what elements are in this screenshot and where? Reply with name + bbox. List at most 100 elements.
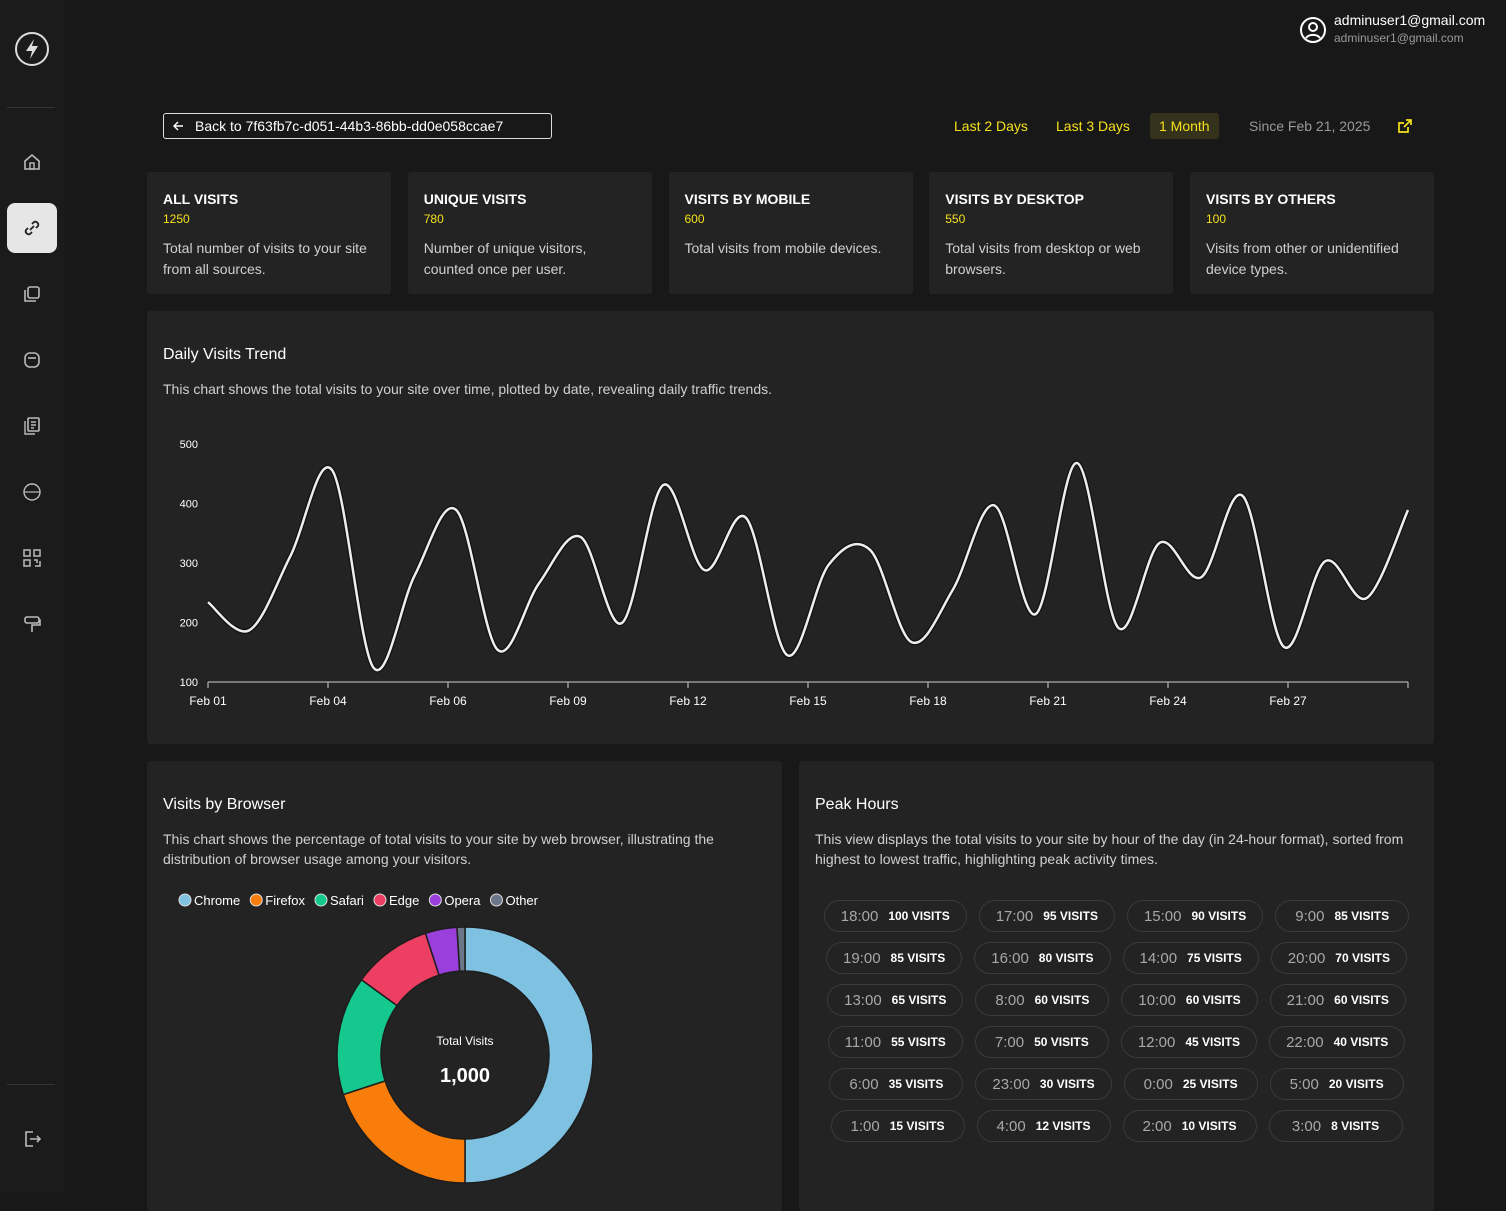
peak-pill: 18:00 100 VISITS xyxy=(823,900,967,932)
visits: 10 VISITS xyxy=(1181,1119,1237,1133)
visits: 85 VISITS xyxy=(890,951,946,965)
hour: 5:00 xyxy=(1289,1075,1319,1093)
visits: 100 VISITS xyxy=(888,909,950,923)
x-tick-label: Feb 06 xyxy=(429,694,467,708)
stat-value: 100 xyxy=(1206,212,1227,226)
visits: 15 VISITS xyxy=(889,1119,945,1133)
peak-pill: 5:00 20 VISITS xyxy=(1269,1068,1404,1100)
browser-card: Visits by Browser This chart shows the p… xyxy=(147,761,782,1211)
stat-card: VISITS BY DESKTOP 550 Total visits from de… xyxy=(929,172,1174,294)
card-description: This chart shows the total visits to you… xyxy=(163,381,773,397)
center-value: 1,000 xyxy=(440,1065,490,1087)
peak-pill: 19:00 85 VISITS xyxy=(826,942,963,974)
hour: 22:00 xyxy=(1286,1033,1324,1051)
hour: 10:00 xyxy=(1138,991,1176,1009)
hour: 13:00 xyxy=(844,991,882,1009)
stat-value: 550 xyxy=(945,212,966,226)
visits: 8 VISITS xyxy=(1331,1119,1380,1133)
x-tick-label: Feb 18 xyxy=(909,694,947,708)
stat-description: Total number of visits to your site from… xyxy=(163,240,367,277)
nav-links[interactable] xyxy=(7,203,57,253)
range-button[interactable]: Last 3 Days xyxy=(1056,118,1130,134)
separator xyxy=(7,107,55,108)
range-button[interactable]: Last 2 Days xyxy=(954,118,1028,134)
stat-description: Total visits from desktop or web browser… xyxy=(945,240,1141,277)
since-label: Since Feb 21, 2025 xyxy=(1249,118,1371,134)
legend-swatch xyxy=(489,893,503,907)
hour: 18:00 xyxy=(840,907,879,925)
donut-chart: Chrome Firefox Safari Edge Opera Other Total V… xyxy=(178,893,594,1184)
y-tick-label: 500 xyxy=(180,439,198,451)
visits: 45 VISITS xyxy=(1185,1035,1241,1049)
stat-card: UNIQUE VISITS 780 Number of unique visitor… xyxy=(407,172,652,294)
nav-home[interactable] xyxy=(7,137,57,187)
x-tick-label: Feb 04 xyxy=(309,694,347,708)
stat-description: Number of unique visitors, counted once … xyxy=(423,240,587,277)
back-button[interactable]: Back to 7f63fb7c-d051-44b3-86bb-dd0e058c… xyxy=(163,113,552,139)
peak-pill: 16:00 80 VISITS xyxy=(974,942,1111,974)
hour: 0:00 xyxy=(1143,1075,1173,1093)
donut-slice xyxy=(342,1080,466,1184)
logo xyxy=(15,32,49,66)
visits: 70 VISITS xyxy=(1335,951,1390,965)
visits: 90 VISITS xyxy=(1191,909,1247,923)
hour: 8:00 xyxy=(995,991,1025,1009)
trend-card: Daily Visits Trend This chart shows the … xyxy=(147,311,1434,744)
separator xyxy=(7,1084,55,1085)
center-title: Total Visits xyxy=(436,1034,493,1048)
hour: 16:00 xyxy=(991,949,1029,967)
visits: 20 VISITS xyxy=(1328,1077,1384,1091)
visits: 35 VISITS xyxy=(888,1077,944,1091)
user-email: adminuser1@gmail.com xyxy=(1334,31,1464,45)
nav-docs[interactable] xyxy=(7,401,57,451)
legend-label: Edge xyxy=(389,893,419,908)
card-description: This view displays the total visits to y… xyxy=(815,831,1404,867)
nav-web[interactable] xyxy=(7,467,57,517)
nav-messages[interactable] xyxy=(7,335,57,385)
hour: 11:00 xyxy=(844,1033,882,1051)
nav-qr[interactable] xyxy=(7,533,57,583)
stat-title: ALL VISITS xyxy=(163,191,239,207)
hour: 14:00 xyxy=(1139,949,1178,967)
legend-label: Firefox xyxy=(265,893,305,908)
peak-pill: 9:00 85 VISITS xyxy=(1275,900,1410,932)
peak-pill: 3:00 8 VISITS xyxy=(1268,1110,1403,1142)
hour: 17:00 xyxy=(995,907,1034,925)
nav-logout[interactable] xyxy=(7,1114,57,1164)
hour: 12:00 xyxy=(1137,1033,1176,1051)
visits: 25 VISITS xyxy=(1182,1077,1238,1091)
line-chart: 100 200 300 400 500 Feb 01 Feb 04 Feb 06 Feb 09 F… xyxy=(180,439,1411,708)
legend-label: Opera xyxy=(444,893,481,908)
y-tick-label: 100 xyxy=(180,677,198,689)
stat-title: UNIQUE VISITS xyxy=(423,191,527,207)
back-label: Back to 7f63fb7c-d051-44b3-86bb-dd0e058c… xyxy=(195,118,504,134)
hour: 4:00 xyxy=(996,1117,1026,1135)
visits: 75 VISITS xyxy=(1187,951,1242,965)
visits: 55 VISITS xyxy=(891,1035,946,1049)
visits: 65 VISITS xyxy=(891,993,947,1007)
x-tick-label: Feb 12 xyxy=(669,694,707,708)
legend-swatch xyxy=(373,893,387,907)
stat-title: VISITS BY MOBILE xyxy=(684,191,811,207)
hour: 15:00 xyxy=(1143,907,1182,925)
nav-theme[interactable] xyxy=(7,599,57,649)
hour: 19:00 xyxy=(843,949,881,967)
hour: 20:00 xyxy=(1287,949,1326,967)
card-title: Daily Visits Trend xyxy=(163,346,287,363)
visits: 40 VISITS xyxy=(1333,1035,1389,1049)
open-external[interactable] xyxy=(1397,118,1413,134)
peak-pill: 4:00 12 VISITS xyxy=(976,1110,1111,1142)
peak-pill: 1:00 15 VISITS xyxy=(830,1110,965,1142)
x-tick-label: Feb 21 xyxy=(1029,694,1067,708)
stat-title: VISITS BY DESKTOP xyxy=(945,191,1084,207)
nav-pages[interactable] xyxy=(7,269,57,319)
peak-pill: 13:00 65 VISITS xyxy=(827,984,964,1016)
stat-value: 1250 xyxy=(163,212,190,226)
range-button[interactable]: 1 Month xyxy=(1150,113,1219,139)
peak-pill: 12:00 45 VISITS xyxy=(1120,1026,1258,1058)
legend-label: Chrome xyxy=(194,893,240,908)
peak-pill: 11:00 55 VISITS xyxy=(827,1026,963,1058)
legend-swatch xyxy=(314,893,328,907)
y-tick-label: 400 xyxy=(180,499,198,511)
